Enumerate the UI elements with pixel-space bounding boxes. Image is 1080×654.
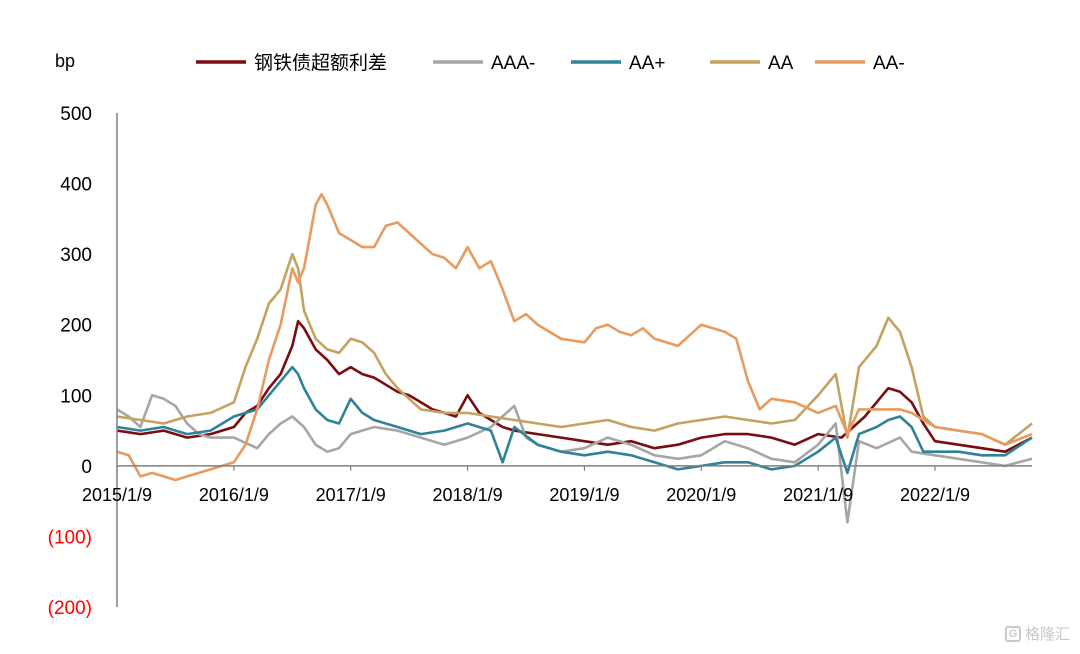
y-tick-label: (200) [48,598,92,619]
plot-lines [116,192,1033,524]
legend-label-3: AA [768,53,794,74]
x-tick-label: 2019/1/9 [549,485,619,505]
x-tick-label: 2015/1/9 [82,485,152,505]
legend: 钢铁债超额利差 AAA- AA+ AA AA- [196,52,905,74]
watermark-text: 格隆汇 [1024,626,1070,643]
x-tick-label: 2018/1/9 [433,485,503,505]
series-line-3 [116,252,1033,446]
y-tick-label: 100 [60,386,92,407]
series-line-2 [116,365,1033,475]
watermark: G 格隆汇 [1004,623,1070,644]
legend-label-1: AAA- [491,53,535,74]
y-tick-label: 500 [60,104,92,125]
series-line-1 [116,394,1033,524]
x-tick-label: 2022/1/9 [900,485,970,505]
y-tick-label: (100) [48,527,92,548]
y-unit-label: bp [55,51,75,71]
legend-label-0: 钢铁债超额利差 [254,52,387,74]
y-tick-label: 400 [60,175,92,196]
x-tick-label: 2021/1/9 [783,485,853,505]
y-tick-label: 0 [81,457,92,478]
watermark-logo-icon: G [1004,625,1021,642]
y-tick-label: 300 [60,245,92,266]
x-tick-label: 2017/1/9 [316,485,386,505]
legend-label-4: AA- [873,53,905,74]
x-tick-label: 2020/1/9 [666,485,736,505]
axes: 500 400 300 200 100 0 (100) (200) 2015/1/9 2016/1… [48,104,1032,619]
y-tick-label: 200 [60,316,92,337]
legend-label-2: AA+ [629,53,665,74]
series-line-4 [116,192,1033,482]
x-tick-label: 2016/1/9 [199,485,269,505]
